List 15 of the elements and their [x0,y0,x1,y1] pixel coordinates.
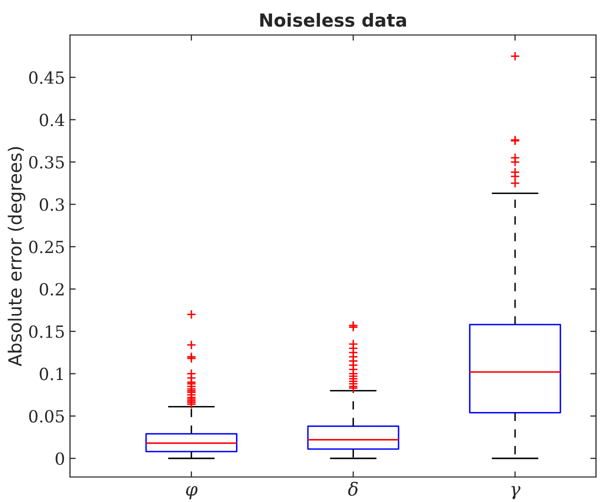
y-tick-label: 0.2 [40,282,64,296]
y-tick-label: 0.25 [29,240,64,254]
y-tick-label: 0.15 [29,325,64,338]
x-tick-label: γ [511,486,520,500]
y-tick-label: 0.4 [40,114,64,126]
y-axis-title: Absolute error (degrees) [8,147,26,366]
x-tick-label: δ [348,482,358,496]
x-tick-label: φ [186,486,198,500]
y-tick-label: 0.1 [40,368,63,380]
y-tick-label: 0.35 [29,156,64,169]
y-tick-label: 0.3 [40,198,64,211]
y-tick-label: 0.05 [29,410,64,423]
y-tick-label: 0 [56,452,64,465]
chart-title: Noiseless data [260,12,406,27]
y-tick-label: 0.45 [29,71,64,84]
